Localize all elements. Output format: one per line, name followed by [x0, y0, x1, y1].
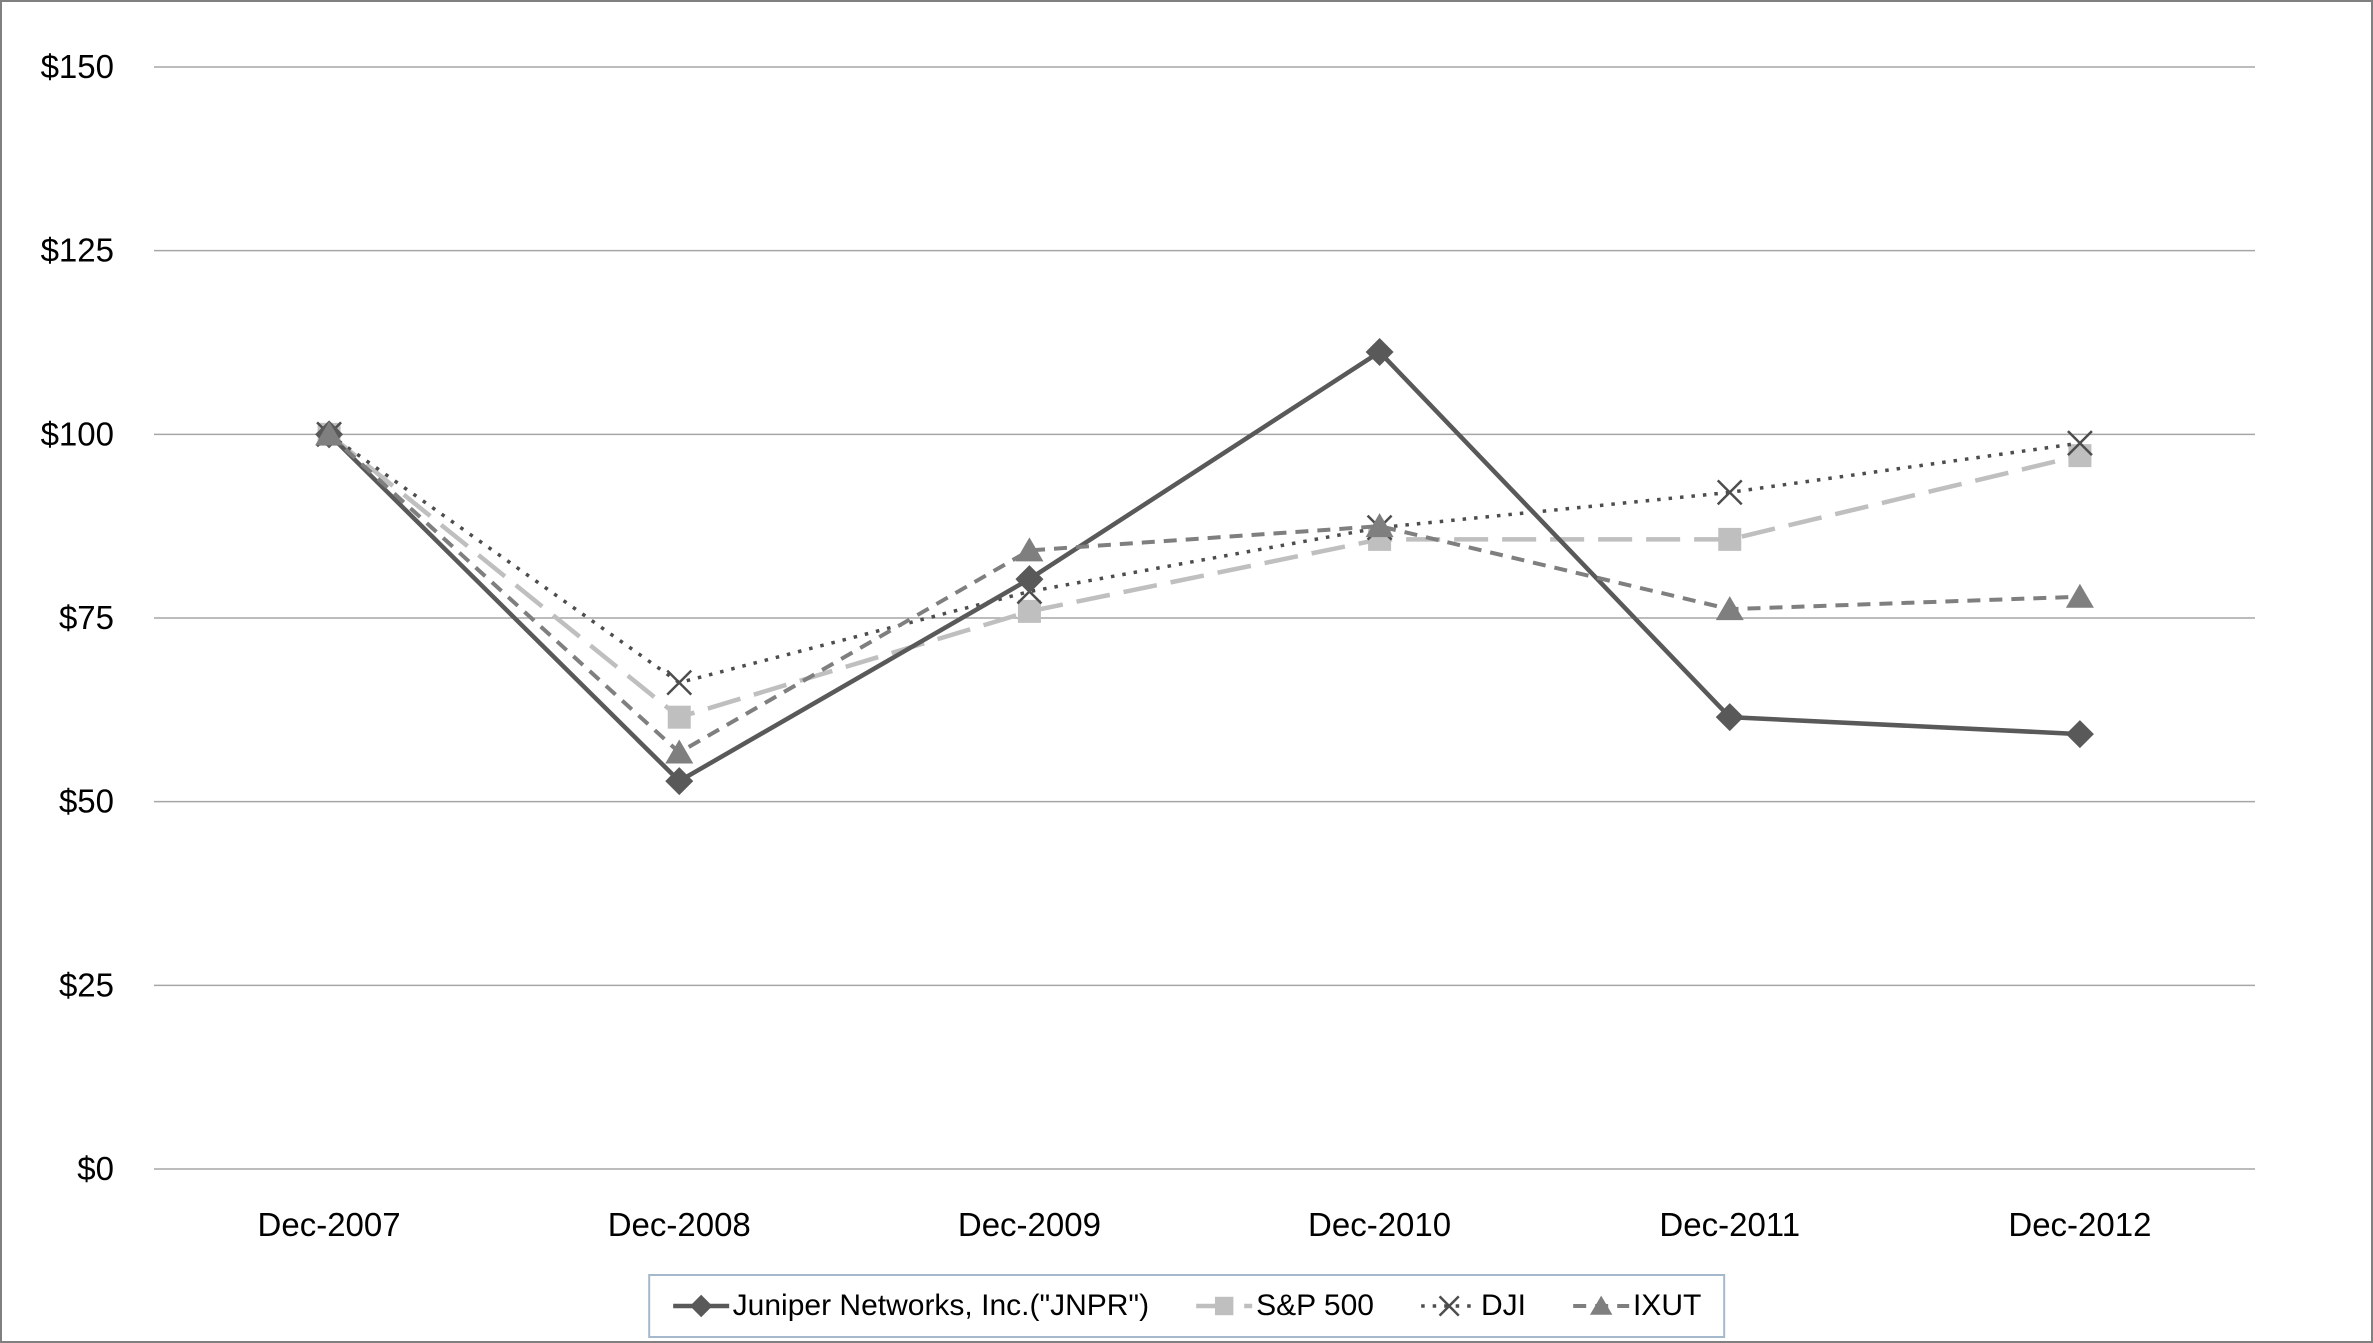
series-line-juniper-networks-inc-jnpr[interactable] — [327, 349, 2081, 784]
data-point-ixut-1[interactable] — [665, 739, 694, 764]
triangle-marker — [1589, 1295, 1613, 1315]
diamond-marker — [689, 1294, 712, 1318]
x-tick-label: Dec-2011 — [1659, 1206, 1800, 1243]
y-tick-label: $25 — [59, 966, 114, 1003]
data-point-s-p-500-1[interactable] — [667, 705, 691, 729]
data-point-dji-5[interactable] — [2067, 430, 2093, 457]
data-point-s-p-500-4[interactable] — [1718, 527, 1742, 551]
data-point-ixut-2[interactable] — [1015, 537, 1044, 562]
legend-item-dji[interactable]: DJI — [1420, 1290, 1526, 1322]
y-tick-label: $100 — [41, 415, 114, 452]
legend-item-ixut[interactable]: IXUT — [1572, 1290, 1701, 1322]
y-tick-label: $150 — [41, 48, 114, 85]
legend-label: Juniper Networks, Inc.("JNPR") — [732, 1289, 1150, 1322]
data-point-ixut-4[interactable] — [1715, 596, 1744, 621]
s-p-500-legend-marker-icon — [1196, 1296, 1253, 1316]
y-tick-label: $75 — [59, 599, 114, 636]
chart-legend: Juniper Networks, Inc.("JNPR") S&P 500 DJI… — [647, 1274, 1726, 1338]
legend-label: DJI — [1480, 1289, 1526, 1322]
square-marker — [1214, 1296, 1234, 1316]
legend-label: IXUT — [1632, 1289, 1702, 1322]
data-point-s-p-500-2[interactable] — [1017, 599, 1041, 623]
x-marker — [1438, 1295, 1460, 1317]
series-line-ixut[interactable] — [327, 432, 2080, 755]
data-point-ixut-3[interactable] — [1365, 513, 1394, 538]
x-tick-label: Dec-2009 — [958, 1206, 1101, 1243]
series-line-dji[interactable] — [328, 432, 2081, 685]
x-tick-label: Dec-2010 — [1308, 1206, 1451, 1243]
data-point-juniper-networks-inc-jnpr-3[interactable] — [1365, 338, 1394, 367]
legend-item-s-p-500[interactable]: S&P 500 — [1195, 1290, 1374, 1322]
y-tick-label: $0 — [77, 1150, 114, 1187]
x-tick-label: Dec-2007 — [258, 1206, 401, 1243]
legend-item-juniper-networks-inc-jnpr[interactable]: Juniper Networks, Inc.("JNPR") — [672, 1290, 1149, 1322]
ixut-legend-marker-icon — [1572, 1295, 1629, 1315]
juniper-networks-inc-jnpr-legend-marker-icon — [672, 1294, 729, 1318]
x-tick-label: Dec-2008 — [608, 1206, 751, 1243]
data-point-ixut-5[interactable] — [2065, 583, 2094, 608]
dji-legend-marker-icon — [1420, 1295, 1477, 1317]
y-tick-label: $50 — [59, 783, 114, 820]
data-point-juniper-networks-inc-jnpr-1[interactable] — [665, 767, 694, 796]
data-point-juniper-networks-inc-jnpr-2[interactable] — [1015, 565, 1044, 594]
data-point-dji-1[interactable] — [666, 669, 693, 696]
y-tick-label: $125 — [41, 232, 114, 269]
data-point-juniper-networks-inc-jnpr-5[interactable] — [2065, 720, 2094, 749]
x-tick-label: Dec-2012 — [2008, 1206, 2151, 1243]
data-point-dji-4[interactable] — [1716, 479, 1743, 506]
data-point-ixut-0[interactable] — [315, 421, 344, 446]
data-point-s-p-500-5[interactable] — [2068, 444, 2092, 468]
legend-label: S&P 500 — [1256, 1289, 1374, 1322]
data-point-juniper-networks-inc-jnpr-4[interactable] — [1715, 703, 1744, 732]
